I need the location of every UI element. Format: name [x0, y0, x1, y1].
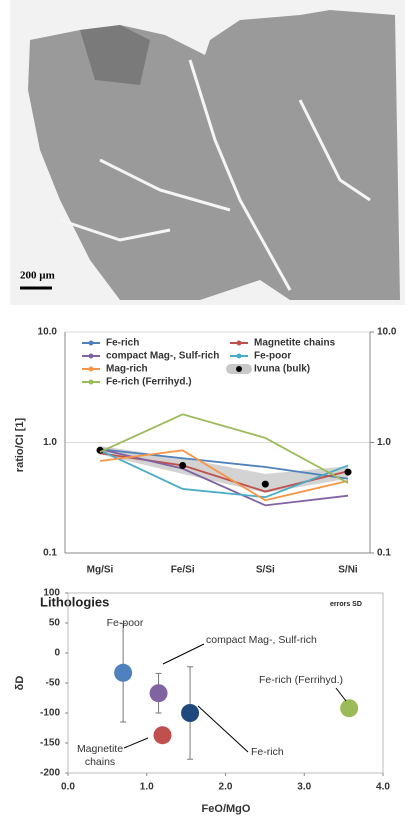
y-tick-label: 50 — [49, 618, 61, 629]
x-tick-label: 3.0 — [297, 782, 311, 793]
data-point — [340, 699, 359, 718]
x-tick-label: Mg/Si — [87, 565, 114, 576]
y-tick-label: -100 — [40, 708, 60, 719]
x-tick-label: 0.0 — [61, 782, 75, 793]
data-point — [153, 726, 172, 745]
legend-label: Magnetite chains — [254, 338, 336, 349]
data-point — [344, 468, 352, 476]
micrograph-grain — [80, 25, 150, 85]
point-label: Fe-poor — [106, 617, 144, 629]
y-tick-label: 0.1 — [43, 548, 57, 559]
y-tick-label: 0 — [54, 648, 60, 659]
point-label: Magnetite chains — [76, 743, 124, 768]
data-point — [181, 704, 200, 722]
x-tick-label: Fe/Si — [171, 565, 195, 576]
data-point — [149, 684, 168, 703]
series-line — [99, 448, 349, 507]
y-tick-label: -50 — [46, 678, 61, 689]
x-tick-label: S/Si — [256, 565, 275, 576]
y-tick-label: -200 — [40, 768, 60, 779]
y-axis-label: δD — [14, 676, 26, 691]
legend-label: Fe-poor — [254, 351, 291, 362]
y-tick-label: 1.0 — [43, 437, 57, 448]
legend-swatch — [236, 366, 242, 372]
data-point — [179, 461, 187, 469]
legend-swatch — [88, 379, 94, 385]
y2-tick-label: 10.0 — [377, 327, 397, 338]
series-line — [99, 449, 349, 499]
leader-line — [335, 687, 347, 702]
scale-label: 200 µm — [20, 270, 55, 282]
leader-line — [197, 705, 249, 753]
y-tick-label: -150 — [40, 738, 60, 749]
y-tick-label: 100 — [43, 588, 60, 599]
x-tick-label: 1.0 — [140, 782, 154, 793]
chart-title: Lithologies — [40, 594, 109, 609]
legend-label: Ivuna (bulk) — [254, 364, 310, 375]
legend-swatch — [88, 340, 94, 346]
leader-line — [162, 643, 205, 665]
range-band — [100, 445, 348, 493]
x-axis-label: FeO/MgO — [202, 803, 251, 815]
point-label: Fe-rich — [251, 746, 284, 758]
micrograph-cracks — [59, 59, 371, 291]
y-tick-label: 10.0 — [38, 327, 58, 338]
legend-label: Fe-rich — [106, 338, 139, 349]
legend-swatch — [88, 353, 94, 359]
note: errors SD — [330, 601, 362, 608]
y-axis-label: ratio/CI [1] — [14, 417, 26, 472]
legend-swatch — [236, 353, 242, 359]
leader-line — [123, 737, 149, 749]
x-tick-label: S/Ni — [338, 565, 358, 576]
data-point — [261, 480, 269, 488]
data-point — [114, 663, 133, 682]
series-line — [99, 413, 349, 484]
legend-label: Mag-rich — [106, 364, 148, 375]
legend-label: Fe-rich (Ferrihyd.) — [106, 377, 192, 388]
legend-swatch — [236, 340, 242, 346]
legend-swatch — [88, 366, 94, 372]
series-line — [99, 449, 349, 502]
x-tick-label: 2.0 — [219, 782, 233, 793]
point-label: compact Mag-, Sulf-rich — [206, 634, 317, 646]
x-tick-label: 4.0 — [376, 782, 390, 793]
legend-label: compact Mag-, Sulf-rich — [106, 351, 219, 362]
y2-tick-label: 0.1 — [377, 548, 391, 559]
y2-tick-label: 1.0 — [377, 437, 391, 448]
point-label: Fe-rich (Ferrihyd.) — [259, 674, 344, 686]
series-line — [99, 448, 349, 480]
